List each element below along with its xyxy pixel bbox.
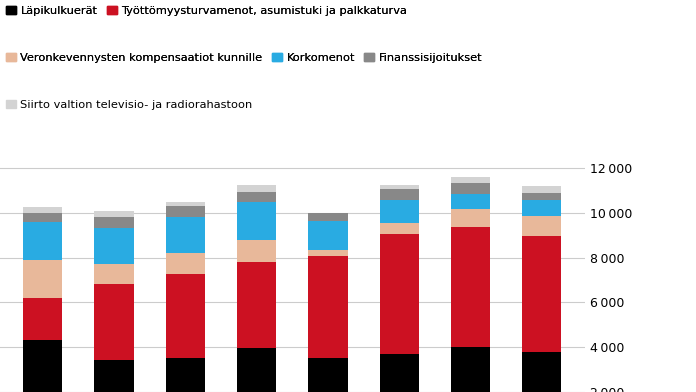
Bar [451,177,490,183]
Bar [379,234,419,354]
Bar [166,201,205,206]
Bar [379,223,419,234]
Bar [95,264,134,285]
Bar [237,348,276,392]
Bar [522,352,562,392]
Bar [23,341,63,392]
Bar [451,209,490,227]
Bar [451,227,490,347]
Legend: Siirto valtion televisio- ja radiorahastoon: Siirto valtion televisio- ja radiorahast… [6,100,253,110]
Bar [379,185,419,189]
Bar [451,347,490,392]
Bar [308,256,347,358]
Bar [237,201,276,240]
Bar [166,217,205,253]
Bar [95,217,134,229]
Bar [379,354,419,392]
Bar [166,358,205,392]
Bar [522,216,562,236]
Bar [451,183,490,194]
Bar [95,229,134,264]
Bar [308,250,347,256]
Bar [308,213,347,221]
Bar [308,221,347,250]
Bar [522,236,562,352]
Bar [23,222,63,260]
Bar [237,192,276,201]
Legend: Veronkevennysten kompensaatiot kunnille, Korkomenot, Finanssisijoitukset: Veronkevennysten kompensaatiot kunnille,… [6,53,482,63]
Bar [522,192,562,200]
Bar [95,359,134,392]
Bar [308,358,347,392]
Bar [522,186,562,192]
Bar [237,185,276,192]
Bar [95,285,134,359]
Bar [237,240,276,262]
Bar [451,194,490,209]
Bar [95,211,134,217]
Bar [166,274,205,358]
Bar [237,262,276,348]
Bar [379,189,419,200]
Bar [379,200,419,223]
Bar [23,260,63,298]
Bar [23,298,63,341]
Bar [522,200,562,216]
Bar [23,213,63,222]
Legend: Läpikulkuerät, Työttömyysturvamenot, asumistuki ja palkkaturva: Läpikulkuerät, Työttömyysturvamenot, asu… [6,6,407,16]
Bar [166,253,205,274]
Bar [166,206,205,217]
Bar [23,207,63,213]
